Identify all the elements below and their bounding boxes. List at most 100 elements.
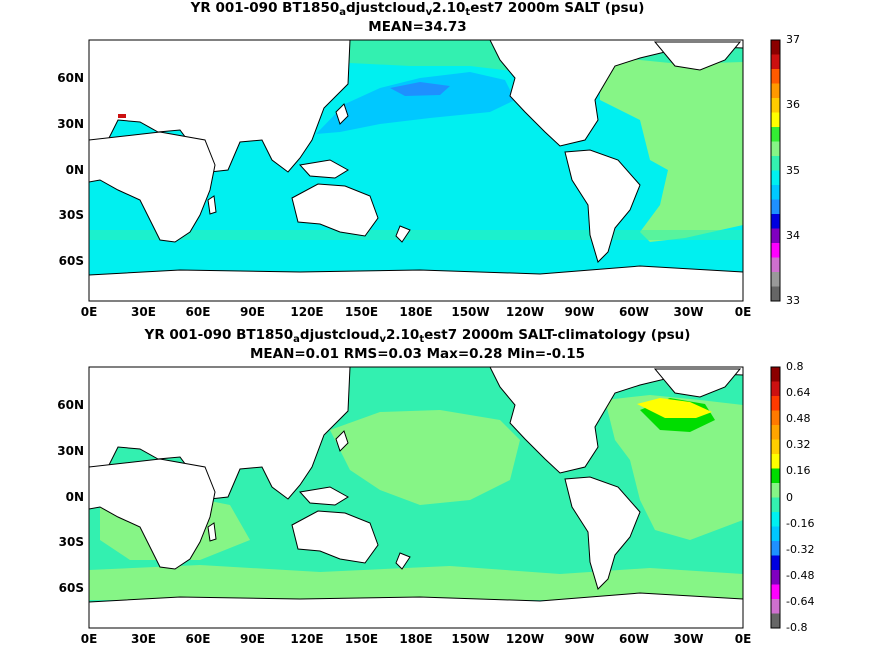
- bottom-colorbar: [770, 366, 781, 629]
- top-land: [89, 40, 743, 301]
- colorbar-segment: [771, 54, 780, 70]
- colorbar-label: 34: [786, 228, 800, 242]
- colorbar-label: -0.64: [786, 594, 815, 608]
- top-greenland: [653, 41, 742, 71]
- x-tick-label: 60W: [619, 632, 649, 646]
- colorbar-segment: [771, 185, 780, 200]
- colorbar-segment: [771, 367, 780, 382]
- colorbar-segment: [771, 454, 780, 469]
- x-tick-label: 120W: [505, 632, 545, 646]
- top-australia: [291, 183, 379, 237]
- x-tick-label: 150W: [451, 305, 490, 319]
- y-tick-label: 60N: [57, 70, 84, 85]
- top-south-america: [564, 149, 641, 263]
- colorbar-segment: [771, 272, 780, 287]
- top-panel-subtitle: MEAN=34.73: [368, 19, 467, 35]
- colorbar-segment: [771, 98, 780, 113]
- x-tick-label: 90W: [564, 305, 595, 319]
- colorbar-label: 0: [786, 490, 793, 504]
- x-tick-label: 120E: [290, 632, 324, 646]
- colorbar-segment: [771, 199, 780, 215]
- colorbar-label: 0.16: [786, 464, 811, 478]
- colorbar-label: -0.16: [786, 516, 815, 530]
- x-tick-label: 30W: [673, 632, 704, 646]
- x-tick-label: 90E: [240, 632, 265, 646]
- bottom-atlantic-anomaly: [605, 395, 743, 540]
- top-indonesia: [299, 159, 349, 179]
- colorbar-label: 37: [786, 33, 800, 46]
- bottom-africa: [89, 458, 216, 570]
- y-tick-label: 0N: [65, 489, 84, 504]
- bottom-land: [89, 367, 743, 628]
- y-tick-label: 60N: [57, 397, 84, 412]
- top-panel-title: YR 001-090 BT1850adjustcloudv2.10test7 2…: [190, 0, 645, 18]
- colorbar-segment: [771, 613, 780, 629]
- bottom-indonesia: [299, 486, 349, 506]
- colorbar-label: 0.64: [786, 386, 811, 400]
- colorbar-segment: [771, 127, 780, 142]
- colorbar-segment: [771, 69, 780, 84]
- bottom-eurasia: [89, 367, 351, 500]
- colorbar-frame: [770, 366, 781, 629]
- colorbar-segment: [771, 156, 780, 171]
- colorbar-segment: [771, 599, 780, 614]
- colorbar-label: 33: [786, 294, 800, 307]
- colorbar-segment: [771, 439, 780, 455]
- x-tick-label: 0E: [80, 305, 98, 319]
- colorbar-segment: [771, 83, 780, 99]
- bottom-pacific-anomaly: [330, 410, 520, 505]
- bottom-map-frame: [88, 366, 744, 629]
- y-tick-label: 30N: [57, 116, 84, 131]
- colorbar-label: -0.8: [786, 621, 808, 634]
- top-japan: [335, 103, 349, 125]
- x-tick-label: 120W: [505, 305, 545, 319]
- top-colorbar: [770, 39, 781, 302]
- bottom-panel-title: YR 001-090 BT1850adjustcloudv2.10test7 2…: [144, 327, 691, 345]
- x-tick-label: 180E: [399, 305, 433, 319]
- top-med-feature: [118, 114, 126, 118]
- x-tick-label: 150W: [451, 632, 490, 646]
- colorbar-segment: [771, 214, 780, 229]
- colorbar-frame: [770, 39, 781, 302]
- x-tick-label: 120E: [290, 305, 324, 319]
- y-tick-label: 30N: [57, 443, 84, 458]
- colorbar-segment: [771, 243, 780, 258]
- colorbar-segment: [771, 112, 780, 128]
- bottom-labrador-high: [637, 398, 712, 418]
- colorbar-segment: [771, 555, 780, 571]
- colorbar-segment: [771, 286, 780, 302]
- top-map-frame: [88, 39, 744, 302]
- colorbar-segment: [771, 541, 780, 556]
- top-madagascar: [207, 195, 217, 215]
- x-tick-label: 150E: [344, 305, 379, 319]
- colorbar-segment: [771, 228, 780, 244]
- x-tick-label: 30E: [131, 632, 156, 646]
- colorbar-segment: [771, 410, 780, 426]
- colorbar-segment: [771, 396, 780, 411]
- bottom-south-america: [564, 476, 641, 590]
- x-tick-label: 60W: [619, 305, 649, 319]
- colorbar-segment: [771, 40, 780, 55]
- colorbar-segment: [771, 526, 780, 542]
- top-north-pacific-core: [390, 82, 450, 96]
- x-tick-label: 150E: [344, 632, 379, 646]
- x-tick-label: 30E: [131, 305, 156, 319]
- colorbar-segment: [771, 483, 780, 498]
- colorbar-segment: [771, 170, 780, 186]
- colorbar-label: -0.48: [786, 568, 815, 582]
- colorbar-label: 35: [786, 163, 800, 177]
- top-atlantic: [600, 46, 743, 242]
- colorbar-label: -0.32: [786, 542, 815, 556]
- x-tick-label: 90E: [240, 305, 265, 319]
- y-tick-label: 0N: [65, 162, 84, 177]
- colorbar-segment: [771, 141, 780, 157]
- colorbar-segment: [771, 468, 780, 484]
- bottom-antarctica: [89, 592, 743, 628]
- y-tick-label: 60S: [58, 254, 84, 269]
- x-tick-label: 180E: [399, 632, 433, 646]
- y-tick-label: 30S: [58, 535, 84, 550]
- bottom-nz: [395, 552, 411, 570]
- bottom-japan: [335, 430, 349, 452]
